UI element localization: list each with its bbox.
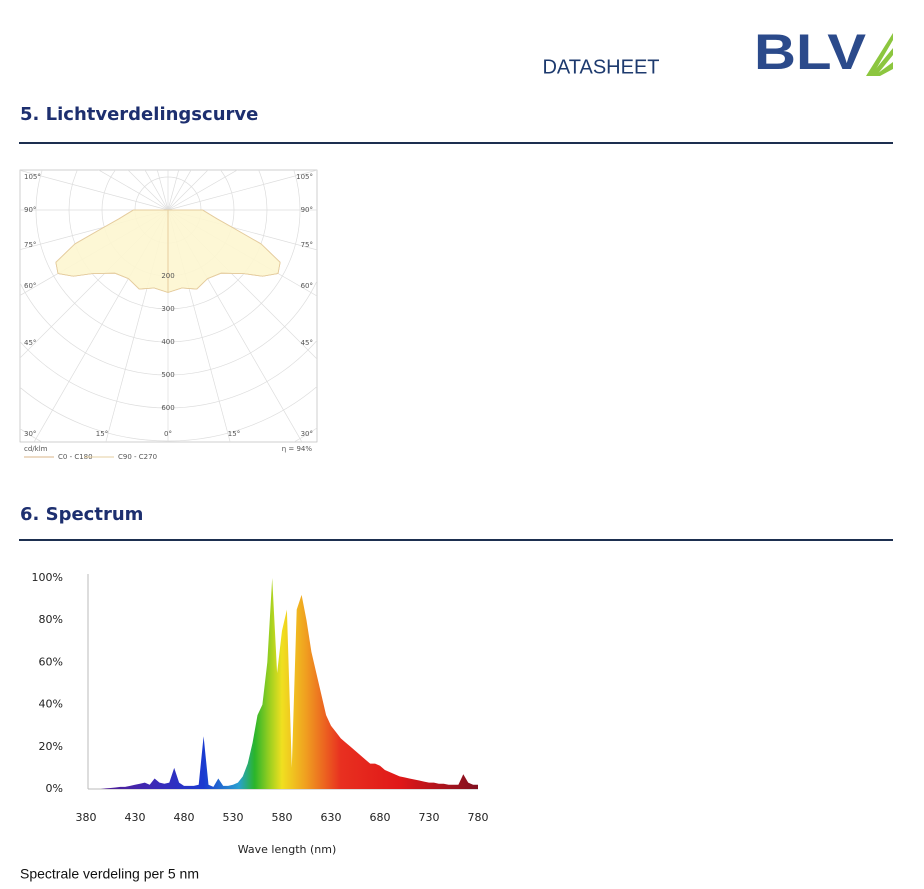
angle-label: 105° xyxy=(296,173,313,181)
section-title: 6. Spectrum xyxy=(20,504,143,525)
angle-label: 90° xyxy=(24,206,36,214)
angle-label: 60° xyxy=(301,282,313,290)
y-tick-label: 60% xyxy=(39,655,63,668)
y-tick-label: 80% xyxy=(39,613,63,626)
angle-label: 15° xyxy=(228,430,240,438)
angle-label: 0° xyxy=(164,430,172,438)
spectrum-chart: 0% 20% 40% 60% 80% 100% 380 430 480 530 580 630 680 7… xyxy=(32,571,489,824)
x-axis-label: Wave length (nm) xyxy=(238,843,337,856)
x-tick-label: 630 xyxy=(321,811,342,824)
spectrum-area xyxy=(86,578,478,789)
angle-label: 30° xyxy=(24,430,36,438)
polar-diagram xyxy=(20,170,317,442)
x-tick-label: 380 xyxy=(76,811,97,824)
angle-label: 90° xyxy=(301,206,313,214)
x-tick-label: 680 xyxy=(370,811,391,824)
y-tick-label: 20% xyxy=(39,740,63,753)
radial-tick-label: 200 xyxy=(161,272,174,280)
grid-spoke xyxy=(20,170,169,211)
angle-label: 45° xyxy=(301,339,313,347)
angle-label: 105° xyxy=(24,173,41,181)
x-tick-label: 580 xyxy=(272,811,293,824)
radial-tick-label: 500 xyxy=(161,371,174,379)
caption: Spectrale verdeling per 5 nm xyxy=(20,866,199,882)
x-tick-label: 780 xyxy=(468,811,489,824)
section-title: 5. Lichtverdelingscurve xyxy=(20,104,258,125)
angle-label: 60° xyxy=(24,282,36,290)
radial-tick-label: 300 xyxy=(161,305,174,313)
y-tick-label: 0% xyxy=(46,782,63,795)
x-tick-label: 730 xyxy=(419,811,440,824)
grid-spoke xyxy=(98,170,169,211)
x-tick-label: 530 xyxy=(223,811,244,824)
radial-tick-label: 400 xyxy=(161,338,174,346)
legend-label: C0 - C180 xyxy=(58,453,93,461)
unit-label: cd/klm xyxy=(24,445,48,453)
header-title: DATASHEET xyxy=(542,56,659,78)
radial-tick-label: 600 xyxy=(161,404,174,412)
grid-spoke xyxy=(167,170,238,211)
angle-label: 75° xyxy=(24,241,36,249)
x-tick-label: 480 xyxy=(174,811,195,824)
efficiency: η = 94% xyxy=(282,445,313,453)
angle-label: 15° xyxy=(96,430,108,438)
y-tick-label: 100% xyxy=(32,571,63,584)
intensity-curve xyxy=(55,209,169,294)
grid-spoke xyxy=(167,170,317,211)
logo-text: BLV xyxy=(754,24,867,80)
angle-label: 30° xyxy=(301,430,313,438)
angle-label: 45° xyxy=(24,339,36,347)
intensity-curve xyxy=(167,209,281,294)
polar-labels: 200 300 400 500 600 105° 90° 75° 60° 45° 30° 105° 90… xyxy=(24,173,313,461)
logo: BLV xyxy=(754,24,893,80)
legend-label: C90 - C270 xyxy=(118,453,157,461)
x-tick-label: 430 xyxy=(125,811,146,824)
y-tick-label: 40% xyxy=(39,698,63,711)
angle-label: 75° xyxy=(301,241,313,249)
